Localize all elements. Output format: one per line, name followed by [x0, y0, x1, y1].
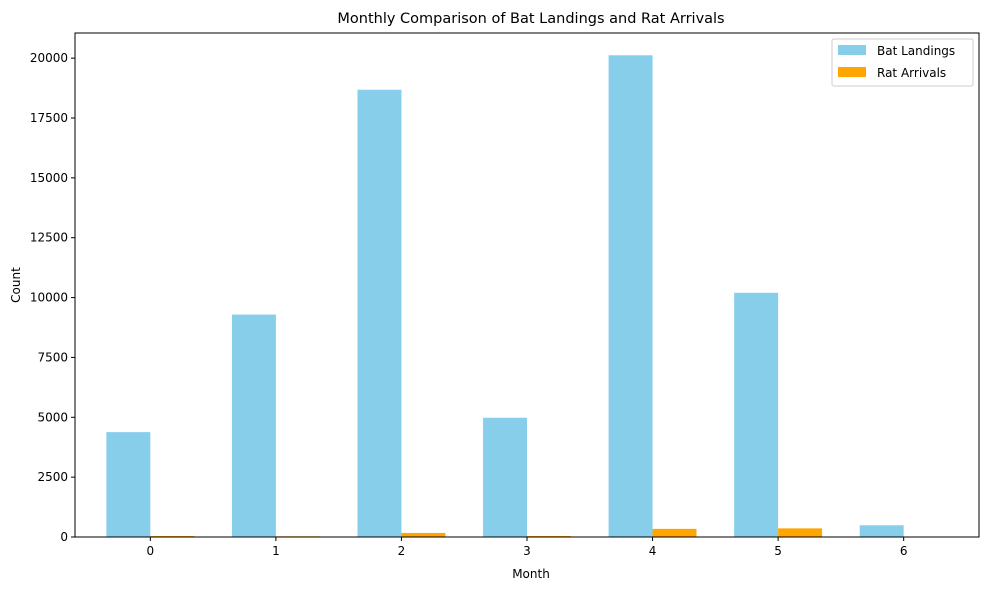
bar-bat-landings-month-3 — [483, 417, 527, 537]
x-axis-label: Month — [512, 567, 550, 581]
bar-bat-landings-month-4 — [608, 55, 653, 538]
x-tick-label: 6 — [900, 544, 908, 558]
bar-rat-arrivals-month-4 — [652, 528, 697, 537]
x-tick-label: 3 — [523, 544, 531, 558]
y-tick-label: 2500 — [37, 470, 68, 484]
legend-label-rat-arrivals: Rat Arrivals — [877, 66, 946, 80]
x-tick-label: 1 — [272, 544, 280, 558]
y-tick-label: 17500 — [30, 111, 68, 125]
y-tick-label: 20000 — [30, 51, 68, 65]
chart-title: Monthly Comparison of Bat Landings and R… — [337, 11, 724, 27]
x-axis-ticks: 0 1 2 3 4 5 6 — [147, 537, 908, 558]
y-tick-label: 0 — [60, 530, 68, 544]
y-tick-label: 15000 — [30, 171, 68, 185]
legend-box — [831, 38, 974, 87]
legend-label-bat-landings: Bat Landings — [877, 44, 955, 58]
bar-rat-arrivals-month-5 — [778, 528, 823, 537]
legend-swatch-bat-landings — [838, 45, 866, 55]
x-tick-label: 2 — [398, 544, 406, 558]
y-tick-label: 10000 — [30, 291, 68, 305]
x-tick-label: 5 — [774, 544, 782, 558]
y-tick-label: 5000 — [37, 410, 68, 424]
bar-bat-landings-month-6 — [859, 525, 904, 537]
x-tick-label: 0 — [147, 544, 155, 558]
y-tick-label: 12500 — [30, 231, 68, 245]
bar-bat-landings-month-0 — [106, 432, 151, 537]
bar-rat-arrivals-month-2 — [401, 532, 446, 537]
y-axis-ticks: 0 2500 5000 7500 10000 12500 15000 17500 20000 — [30, 51, 75, 544]
y-tick-label: 7500 — [37, 350, 68, 364]
y-axis-label: Count — [9, 267, 23, 303]
x-tick-label: 4 — [649, 544, 657, 558]
bars-group — [106, 55, 904, 538]
bar-bat-landings-month-1 — [231, 314, 276, 537]
legend: Bat Landings Rat Arrivals — [831, 38, 974, 87]
bar-bat-landings-month-2 — [357, 89, 402, 537]
bar-bat-landings-month-5 — [734, 292, 779, 537]
legend-swatch-rat-arrivals — [838, 67, 866, 77]
